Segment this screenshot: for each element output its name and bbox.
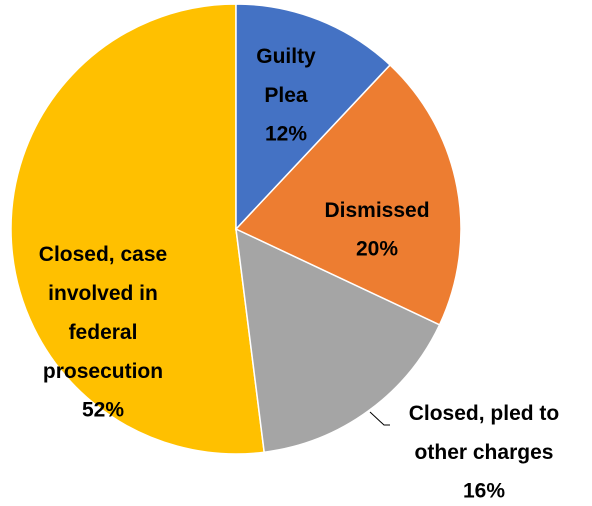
value-label: 20% bbox=[356, 238, 398, 261]
category-label: Dismissed bbox=[324, 199, 429, 222]
pie-slice bbox=[10, 3, 266, 455]
value-label: 52% bbox=[82, 399, 124, 422]
category-label: Guilty Plea bbox=[256, 45, 316, 107]
value-label: 12% bbox=[265, 123, 307, 146]
category-label: Closed, pled to other charges bbox=[409, 402, 560, 464]
value-label: 16% bbox=[463, 480, 505, 503]
pie-slice bbox=[235, 227, 441, 454]
category-label: Closed, case involved in federal prosecutio… bbox=[39, 243, 167, 383]
pie-slice bbox=[235, 3, 392, 231]
leader-line bbox=[369, 411, 390, 426]
pie-slice bbox=[234, 63, 462, 326]
